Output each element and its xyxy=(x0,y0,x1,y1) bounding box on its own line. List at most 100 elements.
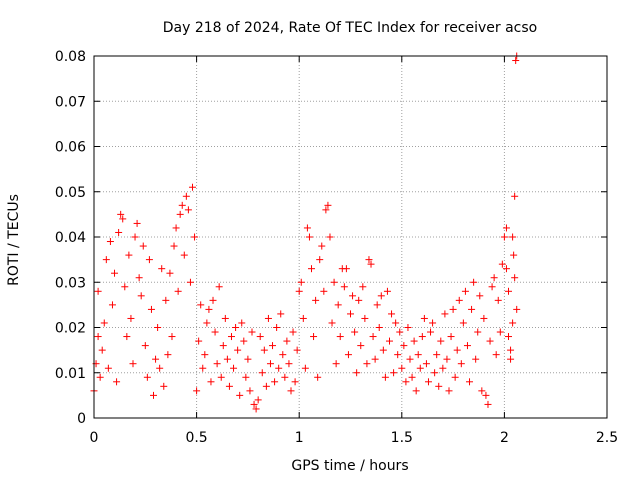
data-point xyxy=(223,355,231,363)
data-point xyxy=(199,364,207,372)
data-point xyxy=(361,314,369,322)
data-point xyxy=(230,364,238,372)
data-point xyxy=(470,278,478,286)
data-point xyxy=(236,391,244,399)
data-point xyxy=(449,305,457,313)
data-point xyxy=(478,387,486,395)
data-point xyxy=(232,324,240,331)
data-point xyxy=(320,287,328,295)
data-point xyxy=(154,324,162,331)
data-point xyxy=(373,301,381,309)
data-point xyxy=(168,333,176,341)
data-point xyxy=(182,192,190,200)
x-tick-label: 0 xyxy=(90,430,99,446)
data-point xyxy=(457,360,465,368)
data-point xyxy=(221,314,229,322)
data-point xyxy=(513,305,521,313)
data-point xyxy=(509,233,517,241)
data-point xyxy=(359,283,367,291)
y-tick-label: 0.08 xyxy=(55,49,86,65)
data-point xyxy=(369,333,377,341)
data-point xyxy=(197,301,205,309)
data-point xyxy=(184,206,192,214)
data-point xyxy=(264,314,272,322)
y-tick-label: 0.05 xyxy=(55,185,86,201)
data-point xyxy=(135,274,143,282)
data-point xyxy=(496,328,504,336)
data-point xyxy=(291,378,299,386)
data-point xyxy=(468,305,476,313)
data-point xyxy=(322,206,330,214)
data-point xyxy=(246,387,254,395)
data-point xyxy=(106,238,114,246)
data-point xyxy=(404,324,412,331)
data-point xyxy=(145,256,153,264)
data-point xyxy=(170,242,178,250)
data-point xyxy=(390,369,398,377)
data-point xyxy=(314,373,322,381)
data-point xyxy=(482,391,490,399)
data-point xyxy=(285,360,293,368)
data-point xyxy=(254,396,262,404)
data-point xyxy=(408,373,416,381)
data-point xyxy=(207,378,215,386)
data-point xyxy=(262,382,270,390)
data-point xyxy=(143,373,151,381)
data-point xyxy=(150,391,158,399)
data-point xyxy=(201,351,209,359)
data-point xyxy=(127,314,135,322)
data-point xyxy=(502,265,510,273)
data-point xyxy=(507,346,515,354)
data-point xyxy=(180,251,188,259)
data-point xyxy=(433,351,441,359)
y-tick-label: 0.01 xyxy=(55,366,86,382)
data-point xyxy=(330,278,338,286)
data-point xyxy=(418,333,426,341)
data-point xyxy=(203,319,211,327)
data-point xyxy=(100,319,108,327)
data-point xyxy=(113,378,121,386)
y-tick-label: 0.06 xyxy=(55,140,86,156)
data-point xyxy=(295,287,303,295)
data-point xyxy=(459,319,467,327)
data-point xyxy=(344,351,352,359)
data-point xyxy=(486,337,494,345)
data-point xyxy=(258,369,266,377)
data-point xyxy=(365,256,373,264)
data-point xyxy=(121,283,129,291)
data-point xyxy=(193,387,201,395)
data-point xyxy=(505,287,513,295)
data-point xyxy=(351,328,359,336)
data-point xyxy=(271,378,279,386)
data-point xyxy=(111,269,119,277)
data-point xyxy=(443,355,451,363)
data-point xyxy=(377,292,385,300)
data-point xyxy=(104,364,112,372)
data-point xyxy=(115,228,123,236)
data-point xyxy=(248,328,256,336)
data-point xyxy=(466,378,474,386)
data-point xyxy=(394,351,402,359)
data-points xyxy=(90,52,521,413)
data-point xyxy=(166,269,174,277)
data-point xyxy=(186,278,194,286)
data-point xyxy=(511,274,519,282)
data-point xyxy=(371,355,379,363)
data-point xyxy=(301,364,309,372)
data-point xyxy=(340,283,348,291)
data-point xyxy=(484,400,492,408)
data-point xyxy=(289,328,297,336)
data-point xyxy=(147,305,155,313)
y-tick-label: 0.07 xyxy=(55,94,86,110)
data-point xyxy=(488,283,496,291)
data-point xyxy=(353,369,361,377)
data-point xyxy=(242,373,250,381)
data-point xyxy=(381,373,389,381)
data-point xyxy=(287,387,295,395)
data-point xyxy=(178,201,186,209)
y-axis-label: ROTI / TECUs xyxy=(6,194,22,286)
data-point xyxy=(385,337,393,345)
data-point xyxy=(275,364,283,372)
data-point xyxy=(461,287,469,295)
data-point xyxy=(234,346,242,354)
